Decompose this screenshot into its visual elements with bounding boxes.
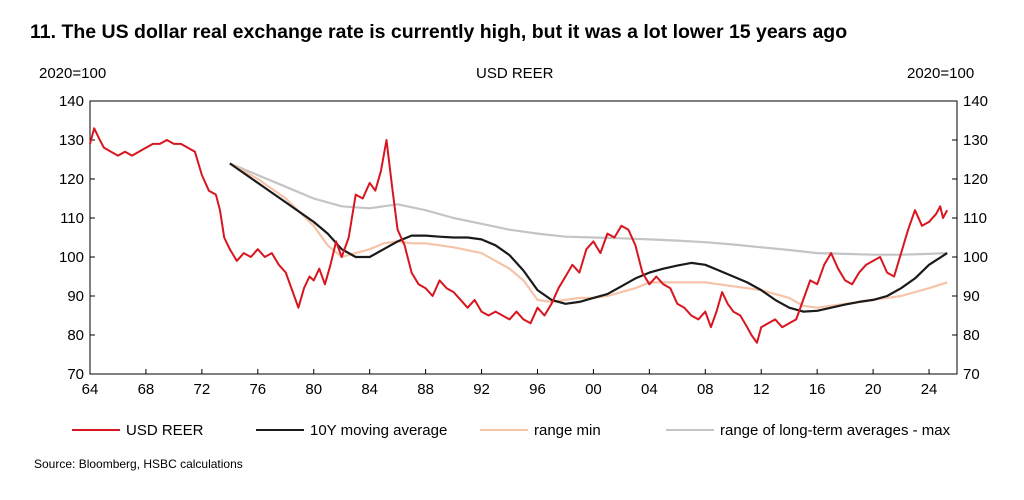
series-line-2: [229, 162, 948, 313]
y-tick-label-right: 90: [963, 288, 980, 305]
source-note: Source: Bloomberg, HSBC calculations: [34, 457, 243, 471]
x-tick-label: 24: [921, 381, 938, 398]
x-tick-label: 80: [305, 381, 322, 398]
x-tick-label: 88: [417, 381, 434, 398]
x-tick-label: 64: [82, 381, 99, 398]
legend-label-2: 10Y moving average: [310, 422, 447, 439]
y-tick-label-left: 70: [67, 366, 84, 383]
y-tick-label-left: 100: [59, 249, 84, 266]
x-tick-label: 72: [194, 381, 211, 398]
x-tick-label: 16: [809, 381, 826, 398]
x-tick-label: 92: [473, 381, 490, 398]
x-tick-label: 96: [529, 381, 546, 398]
series-line-4: [229, 162, 948, 256]
y-tick-label-left: 120: [59, 171, 84, 188]
legend-label-4: range of long-term averages - max: [720, 422, 951, 439]
legend-label-1: USD REER: [126, 422, 204, 439]
series-line-1: [89, 127, 949, 344]
y-tick-label-right: 80: [963, 327, 980, 344]
y-tick-label-left: 140: [59, 93, 84, 110]
right-axis-unit-label: 2020=100: [907, 65, 975, 82]
y-tick-label-right: 70: [963, 366, 980, 383]
y-tick-label-right: 140: [963, 93, 988, 110]
x-tick-label: 00: [585, 381, 602, 398]
y-tick-label-right: 110: [963, 210, 987, 227]
y-tick-label-left: 80: [67, 327, 84, 344]
plot-frame: [89, 100, 958, 375]
chart-title: 11. The US dollar real exchange rate is …: [30, 21, 848, 43]
x-tick-label: 76: [249, 381, 266, 398]
x-tick-label: 12: [753, 381, 770, 398]
series-line-3: [229, 162, 948, 309]
chart-subtitle: USD REER: [476, 65, 554, 82]
x-tick-label: 04: [641, 381, 658, 398]
legend-label-3: range min: [534, 422, 601, 439]
y-tick-label-left: 130: [59, 132, 84, 149]
y-tick-label-right: 120: [963, 171, 988, 188]
y-tick-label-left: 90: [67, 288, 84, 305]
x-tick-label: 20: [865, 381, 882, 398]
x-tick-label: 68: [138, 381, 155, 398]
left-axis-unit-label: 2020=100: [39, 65, 107, 82]
y-tick-label-right: 130: [963, 132, 988, 149]
x-tick-label: 84: [361, 381, 378, 398]
y-tick-label-right: 100: [963, 249, 988, 266]
y-tick-label-left: 110: [60, 210, 84, 227]
x-tick-label: 08: [697, 381, 714, 398]
